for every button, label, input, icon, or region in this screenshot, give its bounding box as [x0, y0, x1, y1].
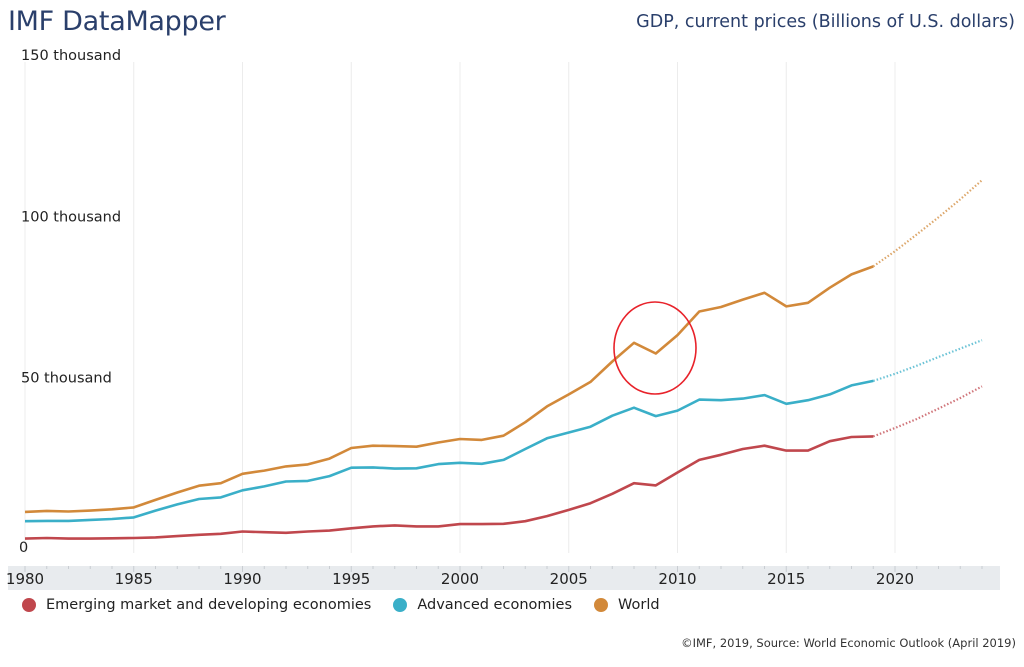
y-tick-label: 100 thousand [21, 209, 121, 225]
x-tick-label: 1990 [223, 570, 261, 588]
legend-item[interactable]: Emerging market and developing economies [22, 597, 371, 613]
x-tick-label: 2010 [658, 570, 696, 588]
y-tick-label: 50 thousand [21, 371, 112, 387]
x-tick-label: 1980 [6, 570, 44, 588]
x-tick-label: 1995 [332, 570, 370, 588]
indicator-title[interactable]: GDP, current prices (Billions of U.S. do… [636, 12, 1015, 32]
x-tick-label: 2005 [550, 570, 588, 588]
x-tick-label: 2000 [441, 570, 479, 588]
series-line-advanced-economies[interactable] [24, 379, 874, 523]
app-brand-title: IMF DataMapper [8, 6, 226, 37]
highlight-circle-annotation [613, 301, 697, 395]
series-forecast-emerging-market-and-developing-economies[interactable] [872, 385, 983, 438]
series-line-world[interactable] [24, 265, 874, 514]
y-tick-label: 150 thousand [21, 48, 121, 64]
legend-item[interactable]: Advanced economies [393, 597, 572, 613]
legend-label: Emerging market and developing economies [46, 597, 372, 613]
series-forecast-advanced-economies[interactable] [872, 339, 983, 382]
chart-legend: Emerging market and developing economies… [22, 597, 682, 613]
x-tick-label: 2020 [876, 570, 914, 588]
legend-swatch-icon [594, 598, 609, 612]
x-axis-band[interactable] [8, 566, 1000, 590]
x-axis-minor-ticks [24, 566, 983, 572]
source-credit: ©IMF, 2019, Source: World Economic Outlo… [681, 636, 1016, 650]
x-axis: 1980 1985 1990 1995 2000 2005 2010 2015 2020 [6, 570, 914, 588]
x-tick-label: 2015 [767, 570, 805, 588]
legend-swatch-icon [393, 598, 408, 612]
y-axis: 0 50 thousand 100 thousand 150 thousand [19, 48, 121, 556]
y-tick-label: 0 [19, 540, 28, 556]
grid-lines [24, 62, 896, 553]
series-forecast-world[interactable] [872, 179, 983, 268]
x-tick-label: 1985 [115, 570, 153, 588]
series-line-emerging-market-and-developing-economies[interactable] [24, 435, 874, 540]
series-lines [24, 179, 983, 540]
legend-label: World [618, 597, 660, 613]
legend-label: Advanced economies [417, 597, 573, 613]
legend-swatch-icon [22, 598, 36, 612]
legend-item[interactable]: World [594, 597, 660, 613]
